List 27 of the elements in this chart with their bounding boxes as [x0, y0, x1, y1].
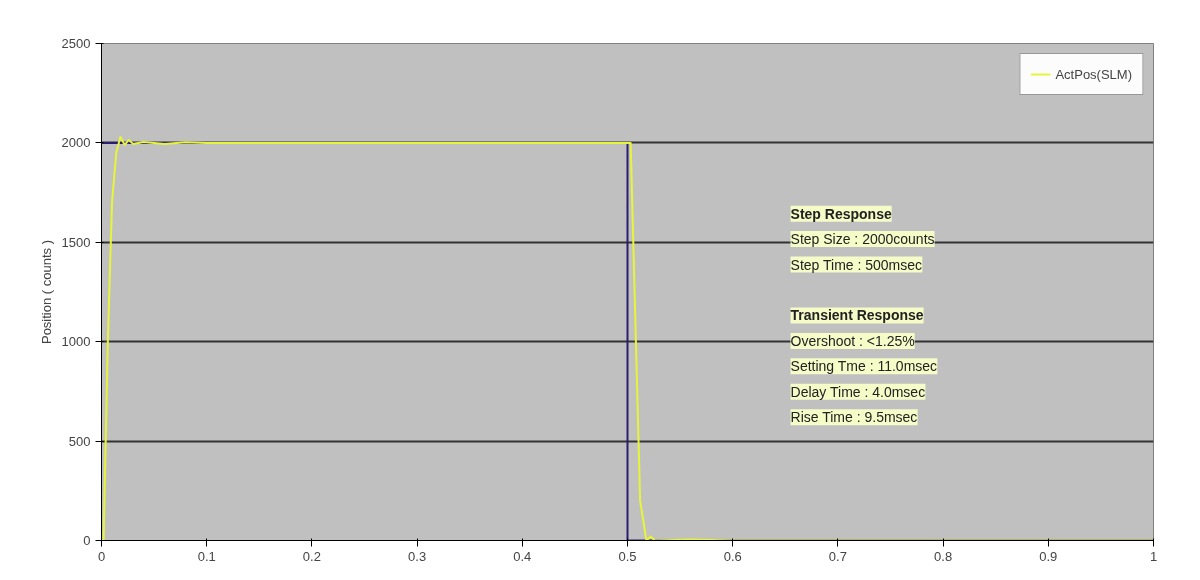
- x-tick-label: 0.8: [934, 548, 953, 564]
- x-tick-label: 0.6: [723, 548, 742, 564]
- x-tick-label: 0.7: [828, 548, 847, 564]
- legend-label: ActPos(SLM): [1055, 66, 1132, 82]
- annotation: Setting Tme : 11.0msec: [790, 358, 938, 375]
- annotation: Step Time : 500msec: [790, 256, 923, 273]
- y-tick-label: 2000: [61, 135, 91, 151]
- x-tick-label: 0: [97, 548, 106, 564]
- annotation: Step Response: [790, 205, 892, 222]
- x-tick-label: 1: [1149, 548, 1158, 564]
- annotation: Step Size : 2000counts: [790, 231, 935, 248]
- y-tick-label: 1000: [61, 334, 91, 350]
- x-tick-label: 0.5: [618, 548, 637, 564]
- annotation: Transient Response: [790, 307, 924, 324]
- annotation: Delay Time : 4.0msec: [790, 383, 926, 400]
- x-tick-label: 0.3: [408, 548, 427, 564]
- x-tick-label: 0.9: [1039, 548, 1058, 564]
- y-tick-label: 500: [68, 433, 91, 449]
- annotation: Rise Time : 9.5msec: [790, 409, 918, 426]
- y-tick-label: 2500: [61, 36, 91, 51]
- y-tick-label: 0: [83, 533, 91, 548]
- y-tick-label: 1500: [61, 234, 91, 250]
- annotation: Overshoot : <1.25%: [790, 332, 915, 349]
- x-tick-label: 0.1: [197, 548, 216, 564]
- x-tick-label: 0.2: [302, 548, 321, 564]
- x-tick-label: 0.4: [513, 548, 532, 564]
- y-axis-title: Position ( counts ): [38, 239, 54, 345]
